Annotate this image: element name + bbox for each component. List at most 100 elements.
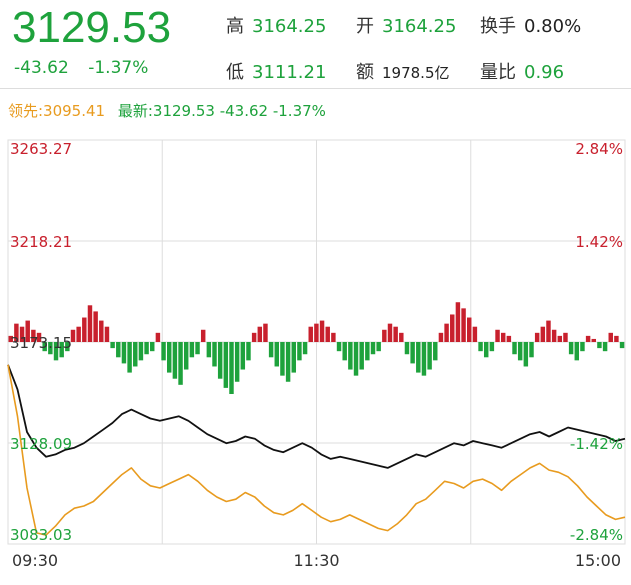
volume-bar-down <box>529 342 534 358</box>
volume-bar-up <box>251 332 257 342</box>
y-axis-label-right: 1.42% <box>575 233 623 251</box>
volume-bar-up <box>19 326 25 342</box>
legend-row: 领先:3095.41 最新:3129.53 -43.62 -1.37% <box>8 100 326 121</box>
volume-bar-down <box>433 342 438 361</box>
volume-bar-up <box>591 338 596 342</box>
price-change: -43.62 <box>14 58 69 78</box>
volume-bar-up <box>200 329 206 342</box>
volume-bar-down <box>268 342 274 358</box>
volume-bar-down <box>42 342 47 352</box>
volume-bar-down <box>183 342 189 370</box>
x-axis-tick-label: 09:30 <box>12 551 58 570</box>
volume-bar-down <box>217 342 223 379</box>
volume-bar-up <box>399 332 404 342</box>
volume-bar-up <box>31 329 36 342</box>
stat-high-value: 3164.25 <box>252 16 327 37</box>
volume-bar-down <box>240 342 246 370</box>
volume-bar-up <box>155 332 161 342</box>
volume-bar-down <box>280 342 285 376</box>
volume-bar-up <box>104 326 110 342</box>
volume-bar-down <box>619 342 625 349</box>
stat-turnover-value: 0.80% <box>524 16 582 37</box>
quote-header: 3129.53 -43.62 -1.37% 高 3164.25 开 3164.25 … <box>0 0 631 88</box>
volume-bar-down <box>348 342 353 370</box>
volume-bar-down <box>234 342 240 382</box>
volume-bar-down <box>246 342 251 361</box>
volume-bar-down <box>127 342 132 373</box>
volume-bar-down <box>574 342 580 361</box>
volume-bar-down <box>483 342 489 358</box>
volume-bar-down <box>285 342 291 382</box>
y-axis-label-left: 3128.09 <box>10 435 72 453</box>
volume-bar-up <box>314 323 319 342</box>
y-axis-label-left: 3083.03 <box>10 526 72 544</box>
volume-bar-down <box>166 342 172 373</box>
stat-amount-value: 1978.5亿 <box>382 64 450 82</box>
volume-bar-up <box>438 332 444 342</box>
stat-high-label: 高 <box>226 16 244 37</box>
volume-bar-up <box>393 326 398 342</box>
volume-bar-down <box>523 342 529 367</box>
volume-bar-down <box>53 342 59 361</box>
volume-bar-down <box>342 342 347 361</box>
volume-bar-down <box>172 342 178 379</box>
volume-bar-up <box>608 332 613 342</box>
stat-open-label: 开 <box>356 16 374 37</box>
volume-bar-up <box>557 335 563 342</box>
volume-bar-down <box>421 342 427 376</box>
stat-open-value: 3164.25 <box>382 16 457 37</box>
volume-bar-up <box>25 320 30 342</box>
volume-bar-up <box>325 326 330 342</box>
volume-bar-down <box>302 342 308 355</box>
volume-bar-down <box>206 342 212 358</box>
volume-bar-down <box>110 342 115 349</box>
volume-bar-up <box>563 332 568 342</box>
volume-bar-down <box>223 342 229 388</box>
price-change-row: -43.62 -1.37% <box>14 58 162 78</box>
intraday-chart[interactable]: 3263.27 3218.21 3173.15 3128.09 3083.03 2.84%… <box>0 124 631 581</box>
volume-bar-up <box>319 320 325 342</box>
y-axis-label-right: -1.42% <box>570 435 623 453</box>
volume-bar-down <box>133 342 138 367</box>
stat-turnover: 换手 0.80% <box>480 12 581 38</box>
volume-bar-up <box>14 323 19 342</box>
stat-turnover-label: 换手 <box>480 16 516 37</box>
volume-bar-down <box>212 342 217 367</box>
price-change-pct: -1.37% <box>88 58 149 78</box>
volume-bar-up <box>257 326 263 342</box>
volume-bar-up <box>331 332 336 342</box>
y-axis-label-left: 3173.15 <box>10 334 72 352</box>
volume-bar-down <box>517 342 523 361</box>
volume-bar-down <box>59 342 64 358</box>
price-line <box>7 364 626 469</box>
volume-bar-up <box>495 329 500 342</box>
volume-bar-up <box>461 308 466 342</box>
volume-bar-down <box>121 342 127 364</box>
stat-volume-ratio: 量比 0.96 <box>480 58 564 84</box>
volume-bar-up <box>472 326 478 342</box>
volume-bar-down <box>116 342 121 358</box>
volume-bar-down <box>274 342 280 367</box>
stat-low-label: 低 <box>226 62 244 83</box>
lead-index-text: 领先:3095.41 <box>8 102 106 120</box>
volume-bar-up <box>36 332 42 342</box>
stat-high: 高 3164.25 <box>226 12 326 38</box>
volume-bar-down <box>602 342 608 352</box>
volume-bar-down <box>291 342 296 373</box>
volume-bar-down <box>512 342 517 355</box>
volume-bar-down <box>336 342 342 352</box>
volume-bar-up <box>82 317 87 342</box>
stat-low-value: 3111.21 <box>252 62 327 83</box>
volume-bar-up <box>500 332 506 342</box>
volume-bar-down <box>195 342 200 355</box>
volume-bar-down <box>404 342 410 355</box>
volume-bar-down <box>410 342 415 364</box>
volume-bar-down <box>489 342 495 352</box>
volume-bar-up <box>387 323 393 342</box>
volume-bar-up <box>614 335 619 342</box>
lead-index-line <box>7 364 626 536</box>
stat-amount: 额 1978.5亿 <box>356 58 450 84</box>
y-axis-label-right: 2.84% <box>575 140 623 158</box>
volume-bar-down <box>65 342 70 352</box>
volume-bar-up <box>551 329 557 342</box>
